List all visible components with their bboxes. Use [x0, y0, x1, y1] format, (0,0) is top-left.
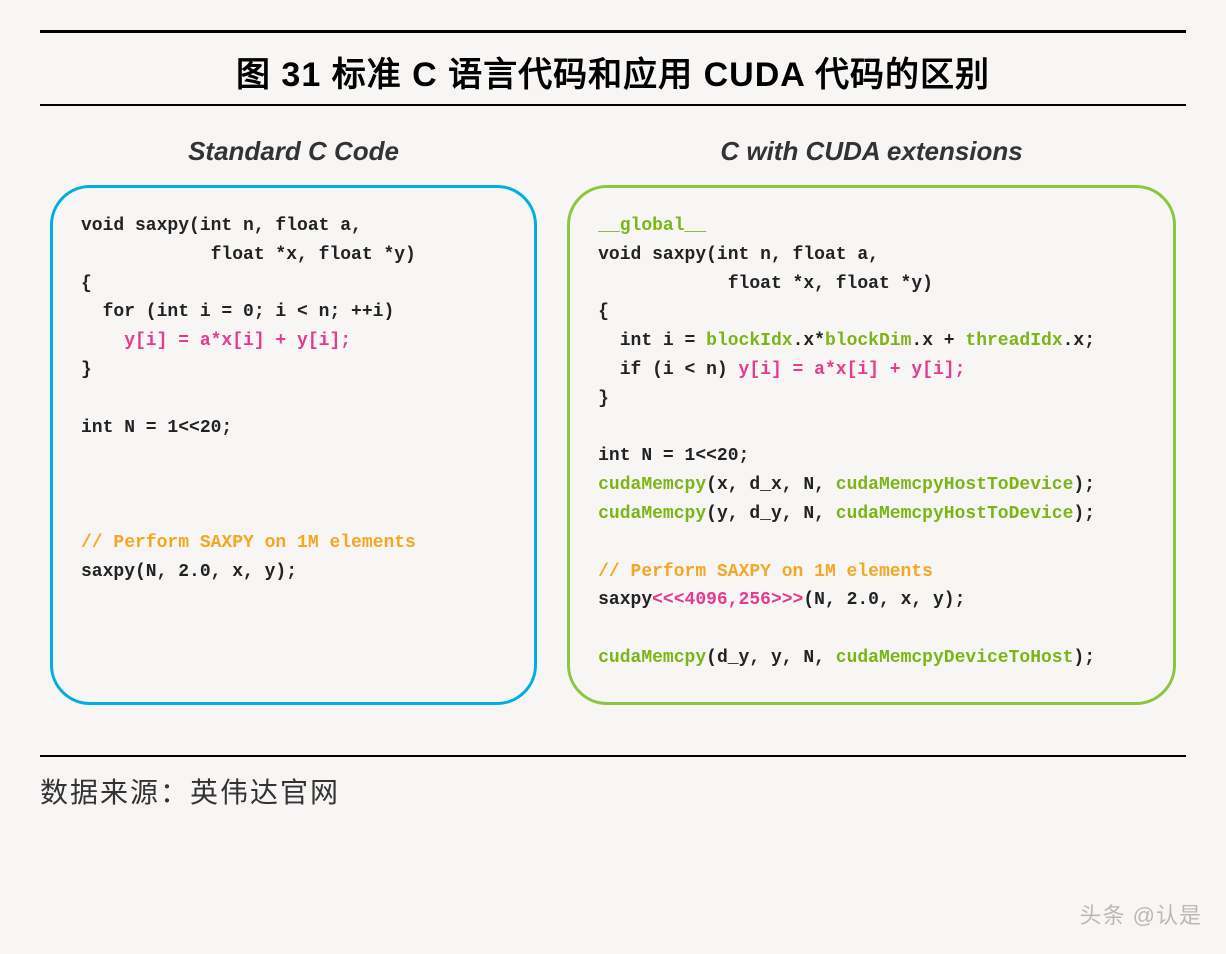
code-line [598, 414, 1149, 443]
code-line: __global__ [598, 212, 1149, 241]
code-token: (d_y, y, N, [706, 648, 836, 668]
code-line: saxpy<<<4096,256>>>(N, 2.0, x, y); [598, 586, 1149, 615]
footer-source: 数据来源：英伟达官网 [40, 757, 1186, 811]
figure-page: 图 31 标准 C 语言代码和应用 CUDA 代码的区别 Standard C … [0, 0, 1226, 831]
left-column: Standard C Code void saxpy(int n, float … [50, 136, 537, 705]
code-line [81, 471, 510, 500]
code-token: cudaMemcpy [598, 648, 706, 668]
code-token: blockDim [825, 331, 911, 351]
code-line: cudaMemcpy(x, d_x, N, cudaMemcpyHostToDe… [598, 471, 1149, 500]
code-line: int N = 1<<20; [81, 414, 510, 443]
code-token: (y, d_y, N, [706, 504, 836, 524]
code-line [598, 615, 1149, 644]
code-token: float *x, float *y) [81, 245, 416, 265]
code-line: for (int i = 0; i < n; ++i) [81, 298, 510, 327]
code-line [598, 529, 1149, 558]
code-token: float *x, float *y) [598, 274, 933, 294]
code-token: saxpy(N, 2.0, x, y); [81, 562, 297, 582]
code-line: int i = blockIdx.x*blockDim.x + threadId… [598, 327, 1149, 356]
code-line: float *x, float *y) [598, 270, 1149, 299]
code-line: y[i] = a*x[i] + y[i]; [81, 327, 510, 356]
code-token: if (i < n) [598, 360, 738, 380]
right-heading: C with CUDA extensions [567, 136, 1176, 167]
code-token: cudaMemcpy [598, 475, 706, 495]
code-line: { [598, 298, 1149, 327]
code-line [81, 500, 510, 529]
code-line: if (i < n) y[i] = a*x[i] + y[i]; [598, 356, 1149, 385]
right-column: C with CUDA extensions __global__void sa… [567, 136, 1176, 705]
code-line: } [598, 385, 1149, 414]
code-token: __global__ [598, 216, 706, 236]
code-token: .x* [793, 331, 825, 351]
code-line [81, 385, 510, 414]
code-token: void saxpy(int n, float a, [81, 216, 362, 236]
code-line: // Perform SAXPY on 1M elements [598, 558, 1149, 587]
code-token: cudaMemcpyHostToDevice [836, 475, 1074, 495]
code-columns: Standard C Code void saxpy(int n, float … [40, 136, 1186, 705]
code-token: } [81, 360, 92, 380]
code-token: int N = 1<<20; [598, 446, 749, 466]
code-token: } [598, 389, 609, 409]
right-codebox: __global__void saxpy(int n, float a, flo… [567, 185, 1176, 705]
code-token: y[i] = a*x[i] + y[i]; [739, 360, 966, 380]
rule-top [40, 30, 1186, 33]
left-heading: Standard C Code [50, 136, 537, 167]
code-token: int N = 1<<20; [81, 418, 232, 438]
code-token: y[i] = a*x[i] + y[i]; [81, 331, 351, 351]
code-line: int N = 1<<20; [598, 442, 1149, 471]
code-line: void saxpy(int n, float a, [598, 241, 1149, 270]
code-token: ); [1073, 475, 1095, 495]
code-token: threadIdx [965, 331, 1062, 351]
code-line: saxpy(N, 2.0, x, y); [81, 558, 510, 587]
code-token: .x; [1063, 331, 1095, 351]
code-token: // Perform SAXPY on 1M elements [81, 533, 416, 553]
code-line: float *x, float *y) [81, 241, 510, 270]
code-token: blockIdx [706, 331, 792, 351]
code-line: } [81, 356, 510, 385]
code-token: cudaMemcpyDeviceToHost [836, 648, 1074, 668]
left-codebox: void saxpy(int n, float a, float *x, flo… [50, 185, 537, 705]
code-line: // Perform SAXPY on 1M elements [81, 529, 510, 558]
figure-title: 图 31 标准 C 语言代码和应用 CUDA 代码的区别 [40, 39, 1186, 104]
watermark: 头条 @认是 [1080, 898, 1202, 930]
code-token: .x + [911, 331, 965, 351]
code-token: saxpy [598, 590, 652, 610]
code-token: <<<4096,256>>> [652, 590, 803, 610]
rule-under-title [40, 104, 1186, 106]
code-token: for (int i = 0; i < n; ++i) [81, 302, 394, 322]
code-line: { [81, 270, 510, 299]
code-line: void saxpy(int n, float a, [81, 212, 510, 241]
code-token: int i = [598, 331, 706, 351]
code-line: cudaMemcpy(y, d_y, N, cudaMemcpyHostToDe… [598, 500, 1149, 529]
code-token: (x, d_x, N, [706, 475, 836, 495]
code-token: ); [1073, 504, 1095, 524]
code-token: cudaMemcpyHostToDevice [836, 504, 1074, 524]
code-token: // Perform SAXPY on 1M elements [598, 562, 933, 582]
code-token: ); [1073, 648, 1095, 668]
code-line: cudaMemcpy(d_y, y, N, cudaMemcpyDeviceTo… [598, 644, 1149, 673]
code-token: void saxpy(int n, float a, [598, 245, 879, 265]
code-token: (N, 2.0, x, y); [803, 590, 965, 610]
code-token: { [81, 274, 92, 294]
code-token: { [598, 302, 609, 322]
code-line [81, 442, 510, 471]
code-token: cudaMemcpy [598, 504, 706, 524]
